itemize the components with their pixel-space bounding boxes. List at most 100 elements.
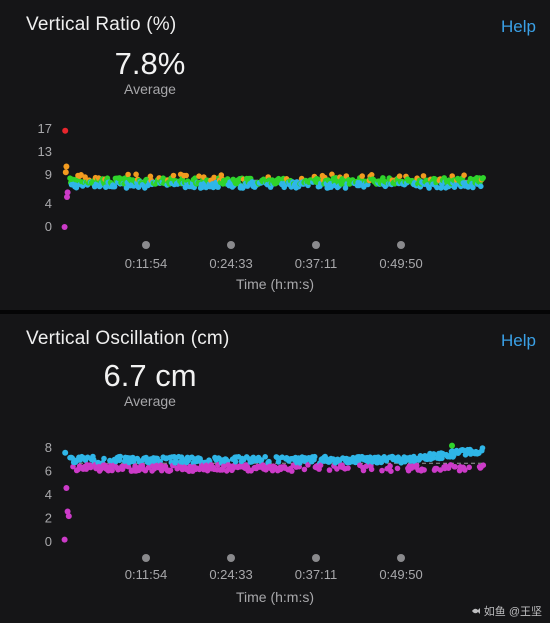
data-point [466, 464, 473, 471]
data-point [437, 467, 444, 473]
data-point [136, 467, 142, 474]
y-tick-label: 0 [45, 534, 52, 549]
data-point [64, 194, 70, 201]
x-tick-dot [397, 241, 405, 249]
y-tick-label: 9 [45, 167, 52, 182]
x-tick-dot [142, 554, 150, 562]
data-point [70, 463, 76, 470]
data-point [125, 463, 132, 470]
data-point [258, 457, 265, 463]
vertical-oscillation-help-link[interactable]: Help [501, 331, 536, 350]
data-point [170, 172, 177, 179]
data-point [64, 189, 71, 196]
data-point [145, 464, 152, 471]
data-point [420, 173, 427, 179]
data-point [311, 453, 318, 460]
data-point [111, 183, 118, 190]
x-tick-dot [142, 241, 150, 249]
vertical-oscillation-average-caption: Average [124, 393, 176, 409]
data-point [326, 467, 333, 473]
data-point [479, 445, 486, 451]
data-point [61, 536, 68, 543]
data-point [368, 172, 375, 178]
data-point [117, 453, 124, 460]
x-tick-dot [227, 554, 235, 562]
data-point [162, 463, 169, 470]
data-point [388, 468, 394, 474]
y-tick-label: 13 [38, 144, 52, 159]
data-point [63, 484, 70, 491]
data-point [183, 172, 189, 179]
vertical-ratio-help-link[interactable]: Help [501, 17, 536, 36]
y-tick-label: 0 [45, 219, 52, 234]
data-point [470, 184, 476, 191]
data-point [62, 127, 69, 134]
data-point [133, 171, 139, 178]
x-tick-dot [312, 241, 320, 249]
y-tick-label: 8 [45, 440, 52, 455]
data-point [413, 462, 420, 469]
x-tick-label: 0:49:50 [379, 567, 422, 582]
data-point [461, 172, 467, 178]
data-point [396, 173, 403, 179]
data-point [95, 459, 101, 466]
vertical-ratio-title: Vertical Ratio (%) [26, 14, 177, 35]
data-point [345, 465, 351, 471]
watermark: 如鱼 @王坚 [471, 603, 542, 619]
x-tick-dot [397, 554, 405, 562]
x-tick-label: 0:24:33 [209, 256, 252, 271]
data-point [63, 163, 70, 170]
data-point [449, 442, 455, 449]
vertical-oscillation-chart: 0 2 4 6 8 0:11:54 0:24:33 0:37:11 0:49:50 [45, 440, 487, 582]
data-point [61, 224, 68, 230]
data-point [196, 173, 202, 179]
x-tick-label: 0:11:54 [125, 256, 167, 271]
data-point [266, 458, 272, 465]
data-point [125, 171, 131, 178]
panel-divider [0, 310, 550, 314]
vertical-ratio-chart: 0 4 9 13 17 0:11:54 0:24:33 0:37:11 0:49:50 [38, 121, 487, 271]
vertical-ratio-panel: Vertical Ratio (%) Help 7.8% Average 0 4 9… [0, 0, 550, 310]
fish-icon [471, 608, 480, 614]
x-tick-dot [227, 241, 235, 249]
vertical-oscillation-xlabel: Time (h:m:s) [235, 589, 315, 605]
y-tick-label: 2 [45, 511, 52, 526]
data-point [379, 467, 385, 474]
y-tick-label: 17 [38, 121, 52, 136]
x-tick-label: 0:37:11 [295, 567, 337, 582]
data-point [232, 459, 239, 465]
data-point [360, 467, 367, 474]
data-point [196, 466, 203, 473]
data-point [387, 463, 393, 469]
data-point [478, 183, 484, 190]
data-point [289, 468, 295, 474]
data-point [421, 467, 427, 473]
vertical-ratio-xlabel: Time (h:m:s) [235, 276, 315, 292]
data-point [452, 464, 459, 470]
data-point [101, 455, 107, 462]
x-tick-dot [312, 554, 320, 562]
data-point [62, 449, 69, 456]
data-point [171, 454, 177, 460]
vertical-ratio-average-caption: Average [124, 81, 176, 97]
data-point [480, 462, 487, 468]
y-tick-label: 4 [45, 487, 52, 502]
data-point [334, 466, 340, 472]
data-point [462, 467, 468, 473]
vertical-oscillation-title: Vertical Oscillation (cm) [26, 328, 230, 349]
y-tick-label: 4 [45, 196, 52, 211]
vertical-oscillation-panel: Vertical Oscillation (cm) Help 6.7 cm Av… [0, 314, 550, 623]
data-point [65, 513, 72, 520]
data-point [449, 173, 456, 179]
data-point [394, 465, 401, 472]
data-point [426, 185, 432, 191]
data-point [109, 467, 115, 474]
data-point [367, 454, 373, 460]
data-point [430, 451, 437, 457]
data-point [342, 185, 349, 191]
x-tick-label: 0:24:33 [209, 567, 252, 582]
x-tick-label: 0:37:11 [295, 256, 337, 271]
data-point [215, 184, 221, 190]
data-point [64, 508, 71, 515]
data-point [301, 466, 308, 473]
